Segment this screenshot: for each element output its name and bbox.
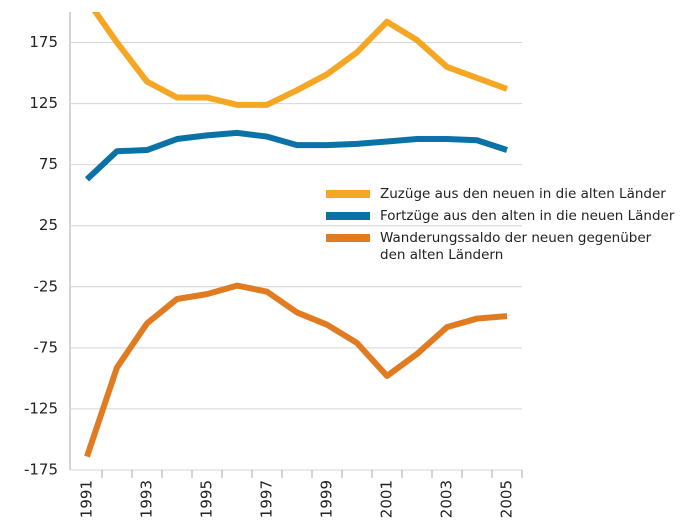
legend-item: Zuzüge aus den neuen in die alten Länder (326, 186, 686, 203)
legend-label: Fortzüge aus den alten in die neuen Länd… (380, 208, 675, 224)
legend-swatch (326, 190, 370, 198)
y-tick-label: 25 (39, 216, 58, 234)
x-tick-label: 1997 (258, 480, 276, 518)
x-tick-label: 1995 (198, 480, 216, 518)
y-tick-label: -175 (24, 461, 58, 479)
y-tick-label: -125 (24, 399, 58, 417)
y-tick-label: 125 (29, 94, 58, 112)
legend-label: Zuzüge aus den neuen in die alten Länder (380, 186, 666, 202)
y-tick-label: -75 (34, 338, 59, 356)
legend: Zuzüge aus den neuen in die alten Länder… (326, 186, 686, 269)
line-series (84, 129, 508, 182)
plot-area (84, 12, 509, 458)
y-tick-label: 175 (29, 33, 58, 51)
x-tick-label: 2005 (498, 480, 516, 518)
legend-item: Fortzüge aus den alten in die neuen Länd… (326, 208, 686, 225)
line-series (91, 12, 509, 108)
x-tick-label: 1999 (318, 480, 336, 518)
line-series (84, 282, 508, 458)
x-tick-label: 2001 (378, 480, 396, 518)
x-tick-label: 2003 (438, 480, 456, 518)
y-tick-label: 75 (39, 155, 58, 173)
legend-label: Wanderungssaldo der neuen gegenüber den … (380, 230, 652, 263)
legend-item: Wanderungssaldo der neuen gegenüber den … (326, 230, 686, 264)
x-tick-label: 1991 (78, 480, 96, 518)
legend-swatch (326, 212, 370, 220)
y-tick-label: -25 (34, 277, 59, 295)
x-tick-label: 1993 (138, 480, 156, 518)
legend-swatch (326, 234, 370, 242)
